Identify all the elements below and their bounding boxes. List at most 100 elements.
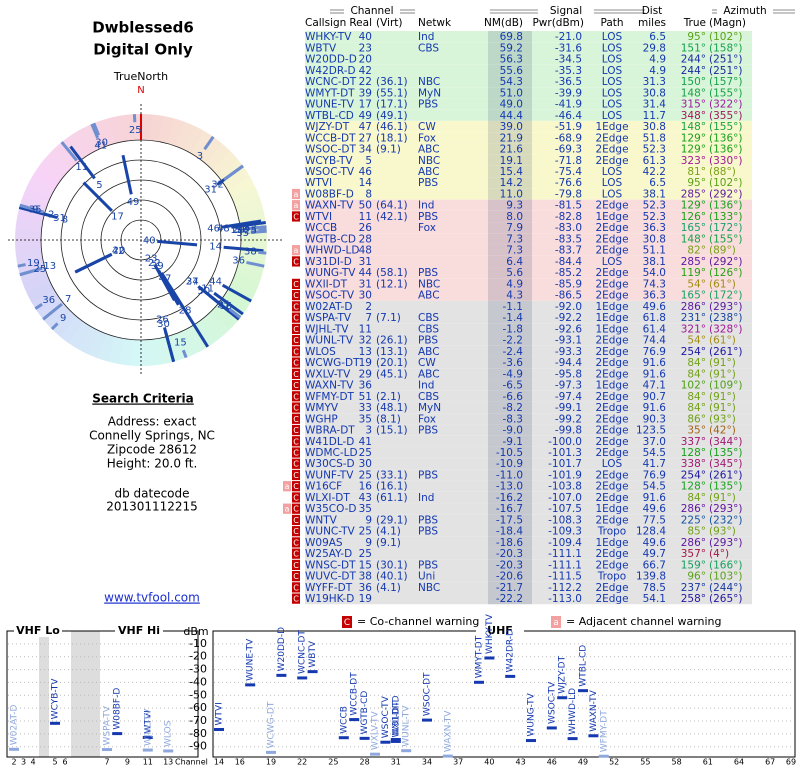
station-ray — [18, 205, 53, 218]
cell-v: (16.1) — [376, 481, 408, 493]
x-tick-label: 22 — [297, 758, 307, 767]
warning-text: C — [293, 527, 299, 536]
cell-m: (322°) — [709, 99, 742, 111]
station-channel: 20 — [113, 246, 126, 257]
nm-band — [488, 312, 532, 324]
column-group: Channel — [350, 5, 393, 17]
cell-ch: 25 — [359, 469, 372, 481]
cell-path: 2Edge — [595, 368, 628, 380]
station-channel: 48 — [217, 223, 230, 234]
compass-rim — [15, 248, 43, 262]
cell-m: (232°) — [709, 514, 742, 526]
cell-n: PBS — [418, 514, 438, 526]
warning-text: C — [293, 550, 299, 559]
warning-text: C — [293, 359, 299, 368]
signal-bar — [142, 735, 153, 739]
nm-band — [488, 570, 532, 582]
cell-path: LOS — [602, 31, 623, 43]
cell-m: (172°) — [709, 222, 742, 234]
cell-t: 148° — [681, 121, 706, 133]
nm-band — [488, 446, 532, 459]
bar-label: WJZY-DT — [558, 655, 568, 693]
station-channel: 34 — [186, 277, 199, 288]
cell-ch: 32 — [359, 335, 372, 347]
cell-v: (58.1) — [376, 267, 408, 279]
nm-band — [488, 154, 532, 166]
cell-ch: 13 — [359, 346, 372, 358]
cell-path: 2Edge — [595, 469, 628, 481]
cell-pwr: -85.9 — [555, 278, 582, 290]
station-channel: 31 — [53, 213, 66, 224]
station-ray — [164, 331, 176, 363]
cell-nm: 51.0 — [500, 87, 523, 99]
cell-ch: 38 — [359, 571, 372, 583]
x-tick-label: 28 — [360, 758, 370, 767]
table-row — [305, 132, 752, 144]
warning-text: C — [293, 347, 299, 356]
station-channel: 46 — [207, 223, 220, 234]
cell-n: PBS — [418, 267, 438, 279]
signal-bar — [442, 754, 453, 758]
table-row — [305, 109, 752, 121]
cell-t: 148° — [681, 233, 706, 245]
cell-c: WUNC-TV — [305, 526, 355, 538]
site-link[interactable]: www.tvfool.com — [104, 591, 200, 605]
table-row — [305, 559, 752, 571]
station-ray — [221, 283, 252, 303]
search-line: Height: 20.0 ft. — [107, 457, 198, 471]
compass-rim — [191, 130, 214, 159]
warning-marker — [292, 469, 300, 481]
cell-v: (36.1) — [376, 76, 408, 88]
warning-marker — [292, 357, 300, 368]
compass-rim — [149, 338, 163, 366]
cell-path: 2Edge — [595, 425, 628, 437]
bar-label: WSOC-TV — [381, 695, 391, 738]
cell-m: (89°) — [709, 245, 736, 257]
station-ray — [231, 220, 266, 229]
bar-label: WUNE-TV — [246, 638, 256, 681]
nm-band — [488, 244, 532, 256]
cell-n: ABC — [418, 346, 440, 358]
cell-pwr: -21.0 — [555, 31, 582, 43]
cell-ch: 36 — [359, 582, 373, 594]
warning-marker — [292, 492, 300, 503]
compass-rim — [97, 333, 116, 362]
cell-nm: -1.4 — [503, 312, 524, 324]
cell-d: 61.4 — [643, 323, 667, 335]
table-row — [305, 222, 752, 234]
cell-d: 52.3 — [643, 144, 666, 156]
warning-text: C — [293, 257, 299, 266]
cell-n: NBC — [418, 155, 440, 167]
cell-m: (293°) — [709, 537, 742, 549]
cell-nm: -20.3 — [496, 559, 523, 571]
cell-ch: 33 — [359, 402, 372, 414]
signal-bar — [588, 734, 599, 738]
warning-text: C — [293, 595, 299, 604]
table-row — [305, 98, 752, 110]
signal-bar — [546, 726, 557, 730]
cell-path: 2Edge — [595, 132, 628, 144]
cell-m: (158°) — [709, 42, 742, 54]
cell-nm: -13.0 — [496, 481, 523, 493]
cell-v: (4.1) — [376, 526, 401, 538]
y-tick-label: -20 — [189, 650, 207, 663]
station-channel: 22 — [148, 258, 161, 269]
station-channel: 11 — [75, 162, 88, 173]
nm-band — [488, 188, 532, 200]
legend-marker — [342, 616, 352, 628]
compass-rim — [141, 114, 153, 141]
station-ray — [17, 263, 26, 268]
cell-pwr: -107.0 — [548, 492, 582, 504]
nm-band — [488, 379, 532, 391]
signal-bar — [276, 673, 287, 677]
compass-rim — [227, 177, 256, 199]
cell-v: (46.1) — [376, 121, 408, 133]
station-channel: 39 — [151, 261, 164, 272]
signal-bar — [370, 752, 380, 756]
cell-pwr: -101.9 — [548, 469, 582, 481]
cell-v: (33.1) — [376, 469, 408, 481]
cell-ch: 25 — [359, 548, 372, 560]
bar-label: W08BF-D — [113, 688, 123, 730]
cell-pwr: -83.7 — [555, 245, 582, 257]
